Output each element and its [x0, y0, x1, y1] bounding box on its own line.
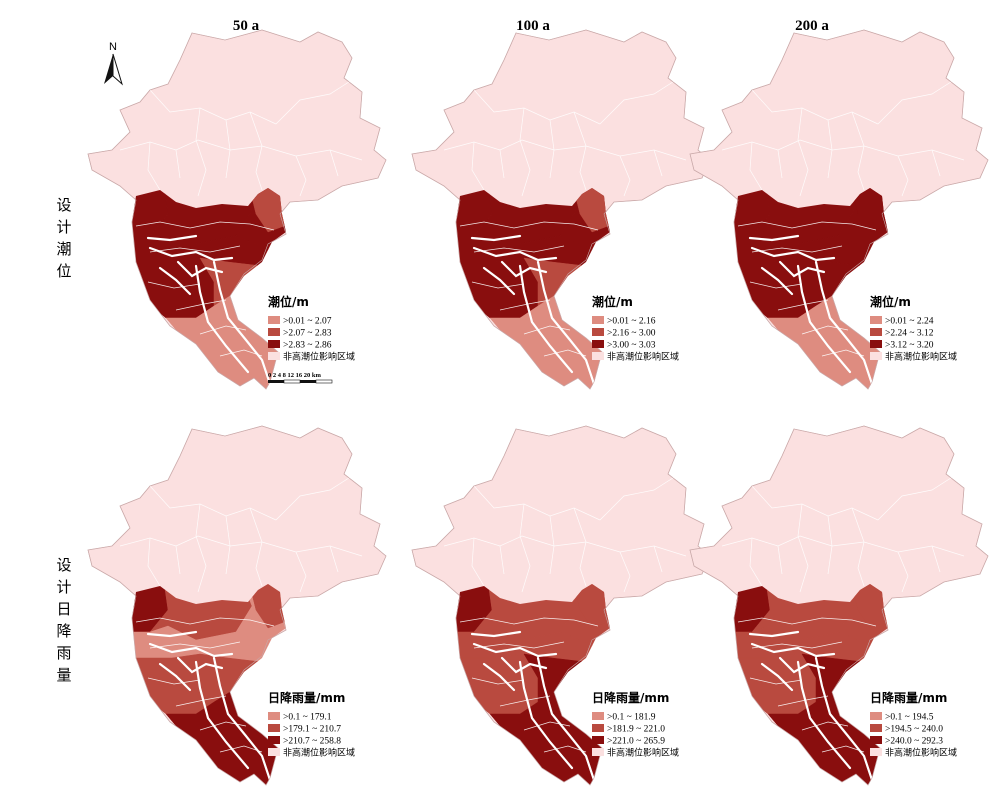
- legend-swatch: [592, 328, 604, 336]
- affected-zones: [456, 188, 610, 389]
- legend-title: 潮位/m: [592, 294, 633, 309]
- legend-swatch: [870, 736, 882, 744]
- affected-zones: [734, 584, 888, 785]
- legend-item-label: >221.0 ~ 265.9: [607, 737, 665, 747]
- legend-swatch: [268, 724, 280, 732]
- map-panel-rain-50: 日降雨量/mm >0.1 ~ 179.1 >179.1 ~ 210.7 >210.7 …: [87, 425, 387, 786]
- legend-item-label: >2.16 ~ 3.00: [607, 329, 656, 339]
- legend-title: 潮位/m: [870, 294, 911, 309]
- legend-item-label: >181.9 ~ 221.0: [607, 725, 665, 735]
- legend-title: 日降雨量/mm: [268, 690, 345, 705]
- legend: 日降雨量/mm >0.1 ~ 194.5 >194.5 ~ 240.0 >240.0 …: [870, 690, 957, 759]
- legend-swatch: [870, 340, 882, 348]
- zone-zLowWest: [456, 257, 539, 319]
- affected-zones: [456, 584, 610, 785]
- district-boundaries: [443, 475, 687, 753]
- district-boundaries: [721, 79, 965, 357]
- legend-title: 潮位/m: [268, 294, 309, 309]
- legend-item-label: >0.1 ~ 194.5: [885, 713, 934, 723]
- legend-swatch: [268, 328, 280, 336]
- map-panel-rain-100: 日降雨量/mm >0.1 ~ 181.9 >181.9 ~ 221.0 >221.0 …: [411, 425, 711, 786]
- legend: 日降雨量/mm >0.1 ~ 179.1 >179.1 ~ 210.7 >210.7 …: [268, 690, 355, 759]
- legend-swatch: [592, 340, 604, 348]
- legend-swatch: [592, 352, 604, 360]
- river-channels: [146, 630, 272, 782]
- legend-swatch: [592, 748, 604, 756]
- legend: 潮位/m >0.01 ~ 2.16 >2.16 ~ 3.00 >3.00 ~ 3.03…: [592, 294, 679, 363]
- legend-item-label: >210.7 ~ 258.8: [283, 737, 341, 747]
- legend-swatch: [870, 328, 882, 336]
- legend-item-label: >0.1 ~ 179.1: [283, 713, 332, 723]
- legend-swatch: [268, 712, 280, 720]
- column-title-200a: 200 a: [795, 18, 829, 34]
- legend-item-label: >2.24 ~ 3.12: [885, 329, 934, 339]
- row-label-design-rainfall: 设计日降雨量: [56, 556, 71, 684]
- legend-item-label: >2.83 ~ 2.86: [283, 341, 332, 351]
- legend-swatch: [870, 724, 882, 732]
- legend-swatch: [592, 724, 604, 732]
- legend-item-label: >179.1 ~ 210.7: [283, 725, 341, 735]
- legend: 日降雨量/mm >0.1 ~ 181.9 >181.9 ~ 221.0 >221.0 …: [592, 690, 679, 759]
- zone-zLowWest: [132, 653, 215, 715]
- district-boundaries: [119, 475, 363, 753]
- column-title-50a: 50 a: [233, 18, 260, 34]
- legend-title: 日降雨量/mm: [592, 690, 669, 705]
- affected-zones: [132, 584, 286, 785]
- legend-title: 日降雨量/mm: [870, 690, 947, 705]
- legend-item-label: >0.01 ~ 2.07: [283, 317, 332, 327]
- legend-swatch: [870, 316, 882, 324]
- legend: 潮位/m >0.01 ~ 2.07 >2.07 ~ 2.83 >2.83 ~ 2.86…: [268, 294, 355, 363]
- map-panel-tide-100: 潮位/m >0.01 ~ 2.16 >2.16 ~ 3.00 >3.00 ~ 3.03…: [411, 29, 711, 390]
- legend-item-label: 非高潮位影响区域: [885, 351, 957, 363]
- legend-item-label: >0.1 ~ 181.9: [607, 713, 656, 723]
- zone-zLowWest: [734, 257, 817, 319]
- legend-item-label: 非高潮位影响区域: [607, 351, 679, 363]
- river-channels: [748, 630, 874, 782]
- legend: 潮位/m >0.01 ~ 2.24 >2.24 ~ 3.12 >3.12 ~ 3.20…: [870, 294, 957, 363]
- legend-swatch: [870, 748, 882, 756]
- legend-item-label: 非高潮位影响区域: [885, 747, 957, 759]
- row-label-design-tide: 设计潮位: [56, 196, 71, 280]
- north-label: N: [109, 41, 117, 53]
- river-channels: [146, 234, 272, 386]
- column-title-100a: 100 a: [516, 18, 550, 34]
- legend-swatch: [592, 712, 604, 720]
- legend-item-label: >3.12 ~ 3.20: [885, 341, 934, 351]
- legend-swatch: [268, 316, 280, 324]
- river-channels: [748, 234, 874, 386]
- legend-swatch: [268, 748, 280, 756]
- legend-item-label: >0.01 ~ 2.16: [607, 317, 656, 327]
- legend-item-label: >2.07 ~ 2.83: [283, 329, 332, 339]
- legend-item-label: >194.5 ~ 240.0: [885, 725, 943, 735]
- north-arrow-icon: N: [104, 41, 123, 86]
- legend-item-label: >240.0 ~ 292.3: [885, 737, 943, 747]
- legend-swatch: [870, 352, 882, 360]
- scale-bar: 0 2 4 8 12 16 20 km: [268, 372, 333, 384]
- zone-zLowWest: [132, 257, 215, 319]
- legend-swatch: [268, 352, 280, 360]
- affected-zones: [132, 188, 286, 389]
- legend-swatch: [870, 712, 882, 720]
- affected-zones: [734, 188, 888, 389]
- scale-bar-labels: 0 2 4 8 12 16 20 km: [268, 372, 321, 379]
- zone-zLowWest: [456, 653, 539, 715]
- legend-item-label: 非高潮位影响区域: [283, 351, 355, 363]
- river-channels: [470, 630, 596, 782]
- legend-swatch: [592, 316, 604, 324]
- legend-item-label: >0.01 ~ 2.24: [885, 317, 934, 327]
- legend-item-label: 非高潮位影响区域: [283, 747, 355, 759]
- legend-item-label: >3.00 ~ 3.03: [607, 341, 656, 351]
- legend-item-label: 非高潮位影响区域: [607, 747, 679, 759]
- map-panel-rain-200: 日降雨量/mm >0.1 ~ 194.5 >194.5 ~ 240.0 >240.0 …: [689, 425, 989, 786]
- legend-swatch: [592, 736, 604, 744]
- map-panel-tide-50: 潮位/m >0.01 ~ 2.07 >2.07 ~ 2.83 >2.83 ~ 2.86…: [87, 29, 387, 390]
- map-panel-tide-200: 潮位/m >0.01 ~ 2.24 >2.24 ~ 3.12 >3.12 ~ 3.20…: [689, 29, 989, 390]
- legend-swatch: [268, 736, 280, 744]
- river-channels: [470, 234, 596, 386]
- legend-swatch: [268, 340, 280, 348]
- zone-zLowWest: [734, 653, 817, 715]
